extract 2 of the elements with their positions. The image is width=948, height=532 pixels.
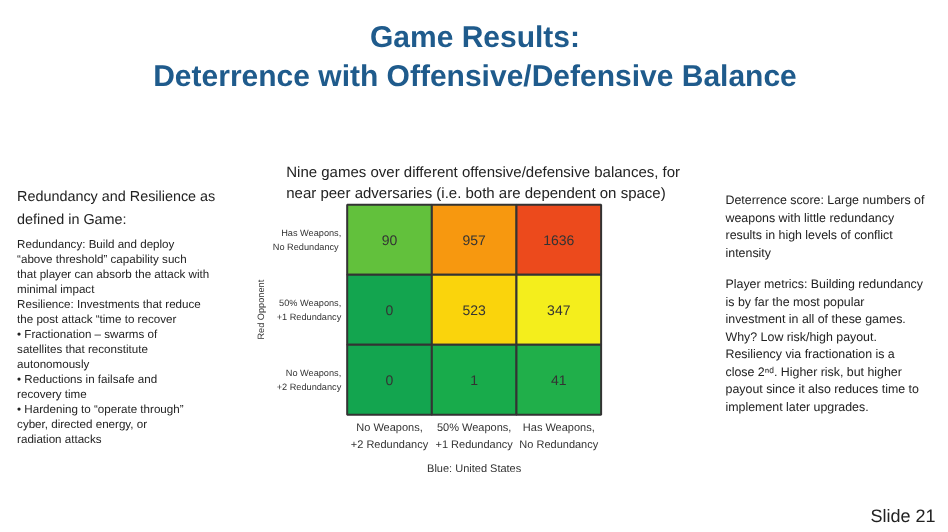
text: Slide 21	[870, 505, 936, 526]
chart-title: Game Results: Deterrence with Offensive/Defensive Balance	[153, 21, 797, 95]
